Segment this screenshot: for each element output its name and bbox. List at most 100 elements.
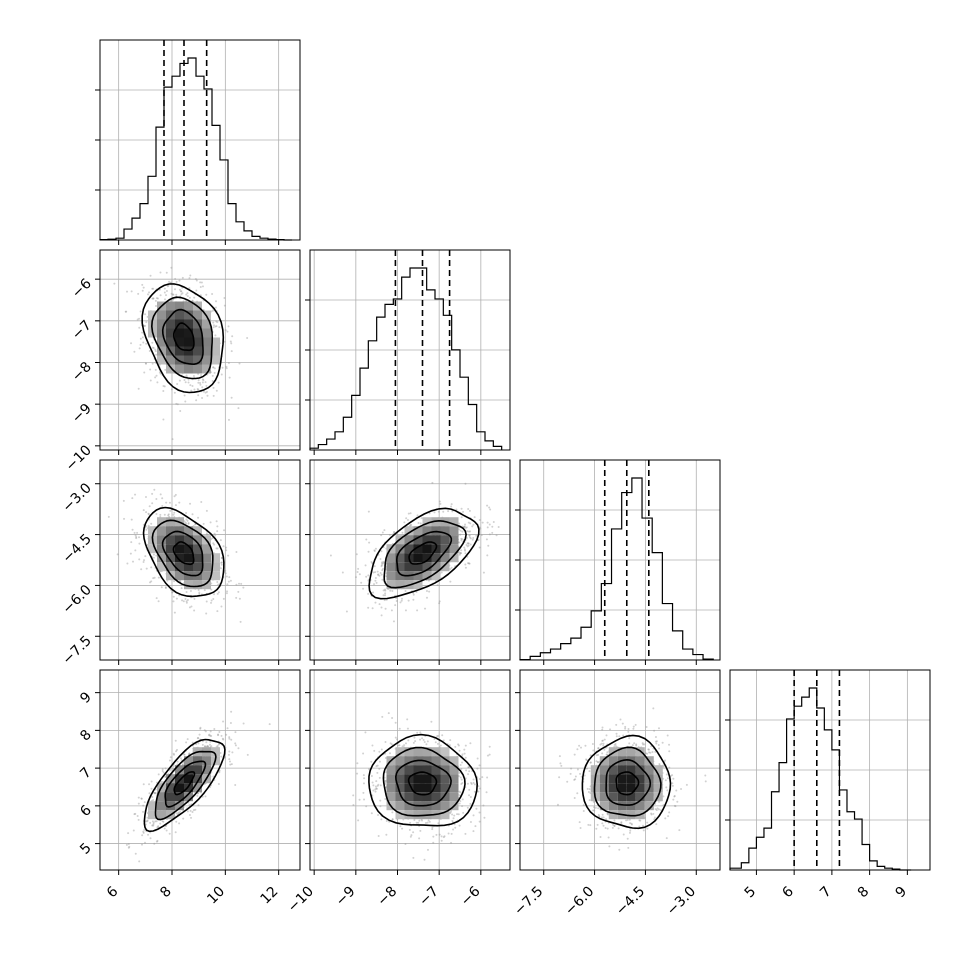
sample-point [186,598,189,601]
sample-point [209,740,212,743]
sample-point [442,510,445,513]
sample-point [479,527,482,530]
sample-point [171,590,174,593]
sample-point [476,767,479,770]
x-tick-label: 9 [893,884,911,902]
sample-point [171,438,174,441]
sample-point [153,792,156,795]
sample-point [191,385,194,388]
density-cell [193,328,202,338]
sample-point [181,763,184,766]
sample-point [204,745,207,748]
x-tick-label: 7 [817,884,835,902]
y-tick-label: −8 [69,359,95,385]
density-cell [193,310,202,320]
sample-point [372,571,375,574]
histogram-step [99,57,292,241]
sample-point [356,772,359,775]
sample-point [181,276,184,279]
sample-point [432,841,435,844]
sample-point [216,547,219,550]
sample-point [418,819,421,822]
sample-point [467,544,470,547]
sample-point [449,811,452,814]
sample-point [189,384,192,387]
density-cell [413,774,423,784]
sample-point [211,537,214,540]
sample-point [458,749,461,752]
density-cell [157,562,166,572]
density-cell [422,792,432,802]
sample-point [151,297,154,300]
sample-point [478,519,481,522]
sample-point [150,580,153,583]
density-cell [440,792,450,802]
sample-point [204,730,207,733]
density-cell [184,328,193,338]
sample-point [227,325,230,328]
sample-point [384,594,387,597]
contour-line [172,541,195,566]
density-cell [202,562,211,572]
sample-point [459,552,462,555]
sample-point [187,378,190,381]
sample-point [383,529,386,532]
sample-point [206,394,209,397]
sample-point [229,721,232,724]
sample-point [160,586,163,589]
sample-point [365,575,368,578]
density-cell [422,544,432,554]
sample-point [471,538,474,541]
sample-point [464,549,467,552]
density-cell [184,355,193,365]
density-cell [422,756,432,766]
sample-point [165,271,168,274]
sample-point [438,600,441,603]
sample-point [365,538,368,541]
sample-point [468,534,471,537]
sample-point [486,554,489,557]
scatter-panel-3-1: −10 −9 −8 −7 −6 [285,669,511,916]
density-cell [449,553,459,563]
sample-point [377,783,380,786]
sample-point [392,620,395,623]
sample-point [465,544,468,547]
sample-point [157,576,160,579]
sample-point [371,607,374,610]
sample-point [246,337,249,340]
density-cell [157,355,166,365]
sample-point [352,794,355,797]
sample-point [199,281,202,284]
density-cell [202,580,211,590]
sample-point [214,534,217,537]
sample-point [153,842,156,845]
sample-point [394,721,397,724]
sample-point [468,534,471,537]
sample-point [143,371,146,374]
sample-point [188,287,191,290]
sample-point [437,510,440,513]
sample-point [181,599,184,602]
sample-point [222,720,225,723]
sample-point [383,599,386,602]
sample-point [170,299,173,302]
sample-point [164,298,167,301]
density-cell [413,535,423,545]
sample-point [213,371,216,374]
sample-point [133,350,136,353]
sample-point [485,791,488,794]
density-cell [193,783,202,793]
contour-line [161,308,204,366]
sample-point [175,280,178,283]
density-cell [148,801,157,811]
sample-point [374,547,377,550]
sample-point [220,373,223,376]
sample-point [426,740,429,743]
sample-point [465,769,468,772]
density-cell [404,765,414,775]
sample-point [176,403,179,406]
density-cell [166,553,175,563]
sample-point [205,293,208,296]
contour-line [368,507,480,600]
density-cell [202,328,211,338]
